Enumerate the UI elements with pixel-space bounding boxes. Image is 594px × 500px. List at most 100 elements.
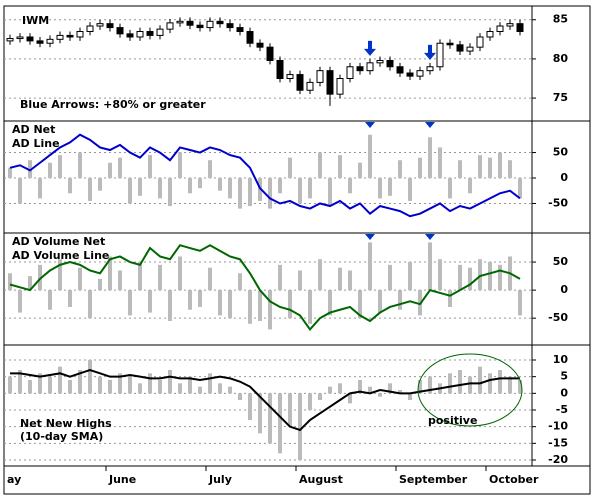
bar — [218, 178, 222, 191]
bar — [308, 290, 312, 324]
bar — [388, 383, 392, 394]
bar — [128, 178, 132, 204]
bar — [318, 259, 322, 291]
bar — [48, 162, 52, 179]
candle-body — [256, 42, 264, 48]
bar — [208, 373, 212, 394]
bar — [348, 178, 352, 194]
bar — [68, 290, 72, 307]
candle-body — [436, 42, 444, 68]
candle-body — [456, 44, 464, 52]
legend-entry: AD Volume Net — [12, 235, 105, 248]
candle-body — [6, 38, 14, 42]
bar — [168, 290, 172, 321]
candle-body — [136, 30, 144, 38]
y-tick-label: 50 — [553, 255, 569, 268]
x-tick-label: June — [108, 473, 136, 486]
bar — [338, 383, 342, 394]
annotation: Blue Arrows: +80% or greater — [20, 98, 206, 111]
bar — [518, 290, 522, 316]
annotation: positive — [428, 414, 477, 427]
candle-body — [126, 33, 134, 38]
bar — [88, 360, 92, 394]
line — [9, 244, 521, 332]
bar — [78, 152, 82, 179]
bar — [418, 380, 422, 394]
bar — [48, 376, 52, 394]
bar — [218, 290, 222, 316]
bar — [278, 178, 282, 194]
bar — [178, 152, 182, 179]
arrow — [364, 40, 376, 56]
legend-entry: AD Line — [12, 137, 60, 150]
y-tick-label: 10 — [553, 353, 569, 366]
bar — [18, 178, 22, 204]
y-tick-label: 50 — [553, 146, 569, 159]
bar — [388, 264, 392, 291]
bar — [358, 380, 362, 394]
bar — [198, 178, 202, 189]
bar — [458, 264, 462, 291]
bar — [118, 373, 122, 394]
bar — [38, 264, 42, 291]
bar — [398, 290, 402, 310]
bar — [68, 380, 72, 394]
bar — [108, 162, 112, 179]
bar — [228, 290, 232, 319]
bar — [18, 290, 22, 313]
bar — [188, 376, 192, 394]
candle-body — [96, 23, 104, 27]
bar — [138, 178, 142, 196]
y-tick-label: -15 — [548, 436, 568, 449]
bar — [248, 178, 252, 207]
bar — [328, 290, 332, 316]
candle-body — [286, 74, 294, 79]
bar — [268, 178, 272, 209]
candle-body — [16, 36, 24, 40]
bar — [518, 380, 522, 394]
candle-body — [326, 70, 334, 95]
candle-body — [396, 66, 404, 74]
candle-body — [426, 66, 434, 72]
bar — [88, 178, 92, 201]
bar — [228, 386, 232, 394]
bar — [328, 386, 332, 394]
bar — [468, 267, 472, 291]
candle-body — [276, 59, 284, 79]
candle-body — [166, 22, 174, 30]
bar — [448, 373, 452, 394]
bar — [298, 270, 302, 291]
bar — [308, 393, 312, 410]
candle-body — [26, 36, 34, 42]
candle-body — [56, 34, 64, 40]
y-tick-label: 5 — [560, 370, 568, 383]
bar — [388, 178, 392, 196]
bar — [258, 290, 262, 321]
bar — [488, 373, 492, 394]
bar — [458, 370, 462, 394]
y-tick-label: -50 — [548, 196, 568, 209]
y-tick-label: 75 — [553, 91, 568, 104]
bar — [108, 256, 112, 291]
bar — [188, 290, 192, 310]
candle-body — [376, 59, 384, 64]
bar — [238, 393, 242, 400]
bar — [38, 373, 42, 394]
bar — [78, 370, 82, 394]
candle-body — [236, 27, 244, 32]
candle-body — [106, 23, 114, 29]
bar — [478, 366, 482, 394]
bar — [448, 178, 452, 199]
bar — [428, 137, 432, 179]
candle-body — [446, 42, 454, 46]
x-tick-label: October — [489, 473, 539, 486]
bar — [378, 393, 382, 397]
candle-body — [506, 23, 514, 27]
bar — [68, 178, 72, 194]
bar — [18, 370, 22, 394]
candle-body — [346, 66, 354, 79]
bar — [368, 134, 372, 179]
bar — [58, 155, 62, 179]
bar — [438, 259, 442, 291]
bar — [8, 167, 12, 179]
